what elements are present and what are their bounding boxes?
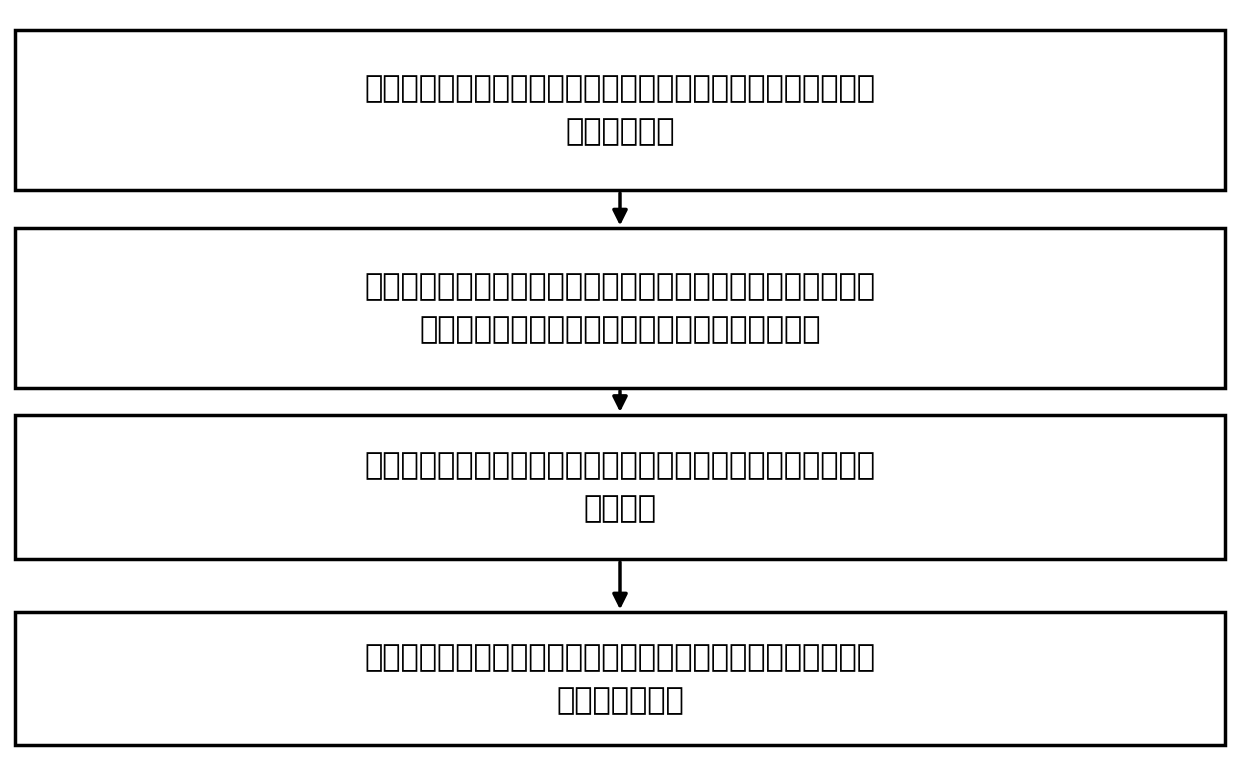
Text: 用等效薄层替代粗糙弹性接触界面，计算薄层材料的等效弹性模
量和剪切模量: 用等效薄层替代粗糙弹性接触界面，计算薄层材料的等效弹性模 量和剪切模量 [365,75,875,146]
FancyBboxPatch shape [15,612,1225,746]
FancyBboxPatch shape [15,30,1225,190]
Text: 根据薄层材料的模量参数与界面接触刚度的关系，推导粗糙弹性
界面的切向接触刚度与法向接触刚度的比值表达式: 根据薄层材料的模量参数与界面接触刚度的关系，推导粗糙弹性 界面的切向接触刚度与法… [365,272,875,344]
FancyBboxPatch shape [15,228,1225,388]
Text: 结合法向接触刚度和界面接触刚度比表达式，计算弹性粗糙界面
的切向接触刚度: 结合法向接触刚度和界面接触刚度比表达式，计算弹性粗糙界面 的切向接触刚度 [365,643,875,715]
FancyBboxPatch shape [15,415,1225,559]
Text: 根据粗糙弹性表面的微接触变形机理，获得粗糙弹性界面的法向
接触刚度: 根据粗糙弹性表面的微接触变形机理，获得粗糙弹性界面的法向 接触刚度 [365,451,875,523]
